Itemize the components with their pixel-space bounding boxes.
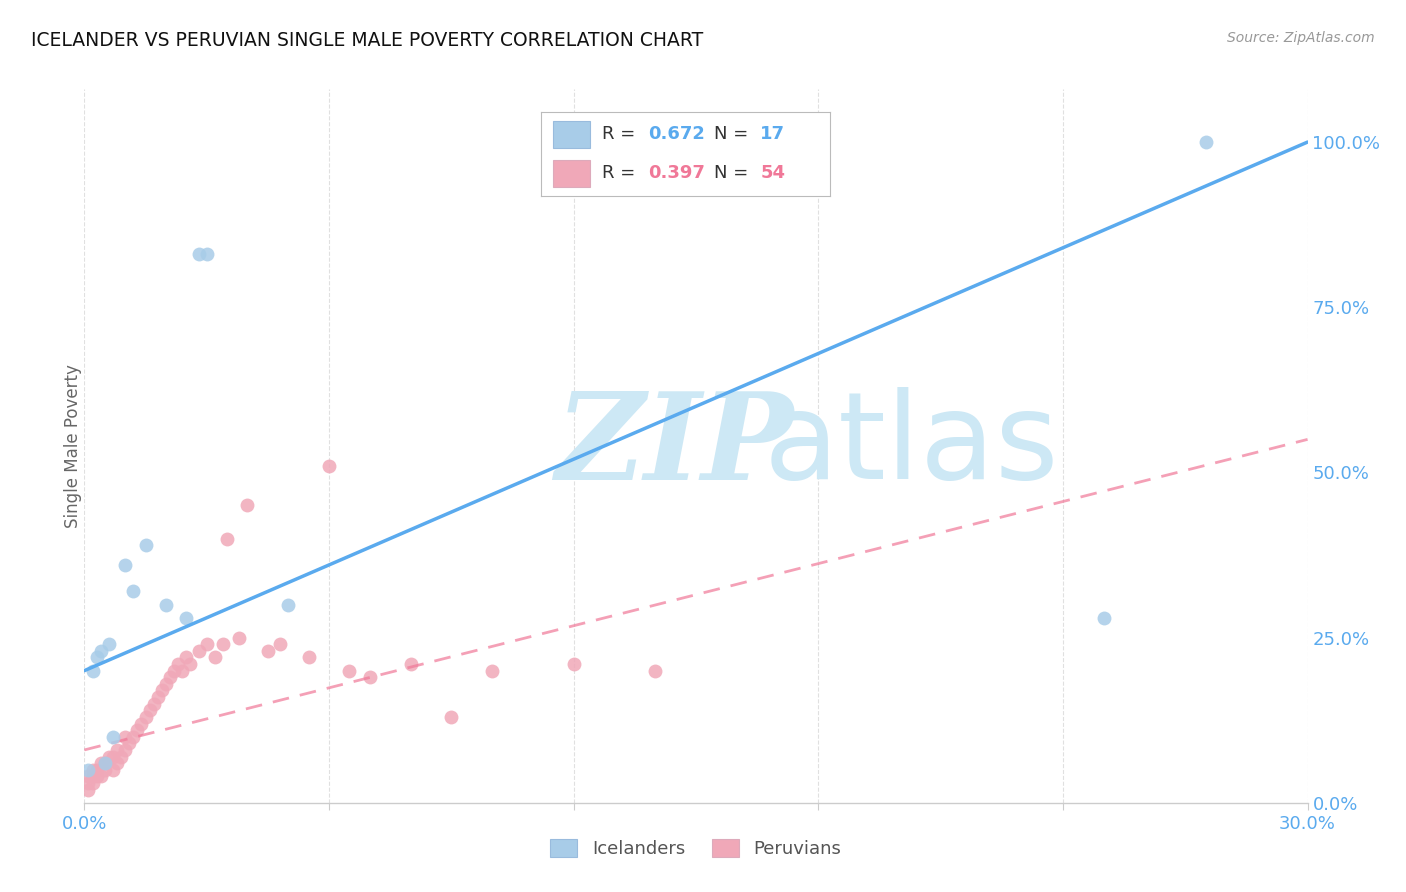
Point: [339, 664, 361, 678]
Point: [82, 664, 104, 678]
Point: [93, 756, 115, 771]
Point: [236, 499, 259, 513]
Point: [269, 637, 291, 651]
Point: [82, 763, 104, 777]
Text: 0.397: 0.397: [648, 164, 704, 182]
Point: [195, 637, 218, 651]
Point: [159, 670, 181, 684]
Point: [481, 664, 503, 678]
Point: [217, 532, 239, 546]
Point: [440, 710, 463, 724]
Text: atlas: atlas: [763, 387, 1059, 505]
Point: [163, 664, 186, 678]
Point: [122, 584, 145, 599]
Point: [82, 776, 104, 790]
Point: [155, 677, 177, 691]
Point: [155, 598, 177, 612]
Point: [90, 769, 112, 783]
Point: [187, 247, 209, 261]
Point: [135, 710, 157, 724]
Text: 54: 54: [761, 164, 786, 182]
Text: R =: R =: [602, 164, 641, 182]
Bar: [553, 120, 591, 148]
Point: [187, 644, 209, 658]
Point: [110, 749, 132, 764]
Point: [114, 558, 136, 572]
Point: [93, 756, 115, 771]
Point: [114, 743, 136, 757]
Point: [179, 657, 201, 671]
Point: [127, 723, 149, 738]
Point: [77, 782, 100, 797]
Point: [1195, 135, 1218, 149]
Point: [172, 664, 194, 678]
Point: [150, 683, 173, 698]
Point: [359, 670, 381, 684]
Text: ICELANDER VS PERUVIAN SINGLE MALE POVERTY CORRELATION CHART: ICELANDER VS PERUVIAN SINGLE MALE POVERT…: [31, 31, 703, 50]
Point: [77, 769, 100, 783]
Point: [167, 657, 190, 671]
Point: [298, 650, 321, 665]
Point: [77, 776, 100, 790]
Point: [90, 756, 112, 771]
Y-axis label: Single Male Poverty: Single Male Poverty: [65, 364, 82, 528]
Point: [644, 664, 666, 678]
Point: [86, 763, 108, 777]
Point: [195, 247, 218, 261]
Point: [257, 644, 280, 658]
Bar: [553, 160, 591, 187]
Point: [86, 769, 108, 783]
Point: [97, 749, 120, 764]
Point: [1092, 611, 1115, 625]
Point: [135, 538, 157, 552]
Point: [90, 644, 112, 658]
Point: [174, 650, 197, 665]
Point: [318, 458, 340, 473]
Point: [142, 697, 165, 711]
Point: [212, 637, 235, 651]
Text: Source: ZipAtlas.com: Source: ZipAtlas.com: [1227, 31, 1375, 45]
Point: [138, 703, 160, 717]
Point: [93, 763, 115, 777]
Point: [118, 736, 141, 750]
Text: 0.672: 0.672: [648, 126, 704, 144]
Point: [174, 611, 197, 625]
Point: [122, 730, 145, 744]
Point: [399, 657, 422, 671]
Point: [101, 749, 124, 764]
Point: [86, 650, 108, 665]
Point: [101, 730, 124, 744]
Point: [131, 716, 153, 731]
Text: N =: N =: [714, 164, 754, 182]
Point: [146, 690, 169, 704]
Point: [562, 657, 585, 671]
Text: R =: R =: [602, 126, 641, 144]
Point: [277, 598, 299, 612]
Text: ZIP: ZIP: [555, 387, 793, 505]
Point: [97, 637, 120, 651]
Point: [228, 631, 250, 645]
Text: N =: N =: [714, 126, 754, 144]
Point: [82, 769, 104, 783]
Point: [114, 730, 136, 744]
Point: [101, 763, 124, 777]
Point: [105, 756, 128, 771]
Point: [105, 743, 128, 757]
Text: 17: 17: [761, 126, 786, 144]
Legend: Icelanders, Peruvians: Icelanders, Peruvians: [543, 831, 849, 865]
Point: [204, 650, 226, 665]
Point: [77, 763, 100, 777]
